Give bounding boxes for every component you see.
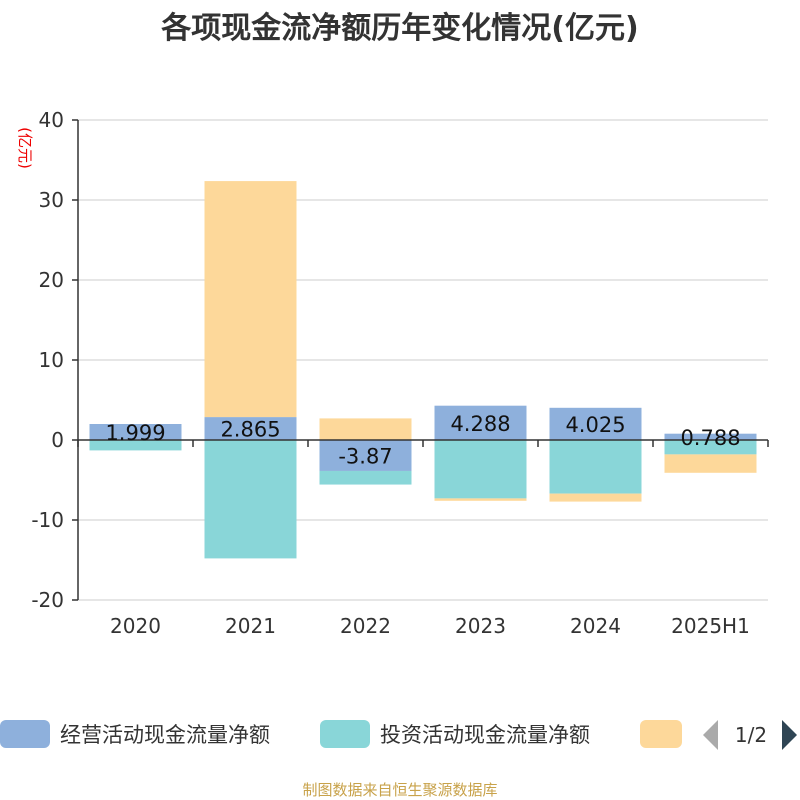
x-axis-ticks: 2020 2021 2022 2023 2024 2025H1 (110, 614, 750, 638)
bar-2023-series-2 (434, 498, 527, 501)
data-label: 0.788 (680, 426, 740, 450)
data-label: 4.288 (450, 412, 510, 436)
y-tick-label: -20 (31, 588, 64, 612)
bar-2024-series-0 (549, 407, 642, 440)
y-tick-label: 30 (39, 188, 64, 212)
bar-2023-series-1 (434, 440, 527, 499)
y-axis-ticks: 40 30 20 10 0 -10 -20 (31, 108, 78, 612)
bar-2020-series-0 (89, 424, 182, 440)
legend-swatch-operating[interactable] (0, 720, 50, 748)
data-label: 4.025 (565, 413, 625, 437)
data-label: 1.999 (105, 421, 165, 445)
y-tick-label: 40 (39, 108, 64, 132)
y-tick-label: -10 (31, 508, 64, 532)
bar-2025H1-series-1 (664, 440, 757, 455)
data-label: 2.865 (220, 418, 280, 442)
bar-2024-series-1 (549, 440, 642, 494)
x-tick-label: 2024 (570, 614, 621, 638)
legend-label-investing[interactable]: 投资活动现金流量净额 (380, 723, 590, 747)
bar-2025H1-series-2 (664, 454, 757, 473)
bar-2022-series-1 (319, 470, 412, 485)
y-tick-label: 10 (39, 348, 64, 372)
legend: 经营活动现金流量净额 投资活动现金流量净额 1/2 (0, 720, 797, 750)
bar-2025H1-series-0 (664, 433, 757, 440)
legend-page-indicator: 1/2 (735, 723, 767, 747)
legend-prev-page-icon[interactable] (703, 720, 718, 750)
chart-title: 各项现金流净额历年变化情况(亿元) (160, 11, 638, 46)
y-axis-unit-label: (亿元) (16, 127, 34, 169)
x-tick-label: 2023 (455, 614, 506, 638)
bar-2022-series-2 (319, 418, 412, 440)
bar-2023-series-0 (434, 405, 527, 440)
bar-series (89, 181, 757, 559)
axes (77, 120, 769, 600)
bar-2024-series-2 (549, 493, 642, 502)
bar-2020-series-1 (89, 440, 182, 451)
grid-lines (78, 119, 768, 601)
data-labels: 1.999 2.865 -3.87 4.288 4.025 0.788 (105, 412, 740, 469)
x-tick-label: 2025H1 (671, 614, 750, 638)
data-source-note: 制图数据来自恒生聚源数据库 (302, 781, 497, 799)
bar-2021-series-2 (204, 181, 297, 418)
y-tick-label: 20 (39, 268, 64, 292)
x-tick-label: 2020 (110, 614, 161, 638)
bar-2021-series-1 (204, 440, 297, 559)
data-label: -3.87 (338, 444, 392, 468)
legend-swatch-third[interactable] (640, 720, 682, 748)
legend-swatch-investing[interactable] (320, 720, 370, 748)
x-tick-label: 2021 (225, 614, 276, 638)
x-tick-label: 2022 (340, 614, 391, 638)
bar-2021-series-0 (204, 417, 297, 440)
bar-2022-series-0 (319, 440, 412, 471)
legend-label-operating[interactable]: 经营活动现金流量净额 (60, 723, 270, 747)
y-tick-label: 0 (51, 428, 64, 452)
legend-next-page-icon[interactable] (782, 720, 797, 750)
